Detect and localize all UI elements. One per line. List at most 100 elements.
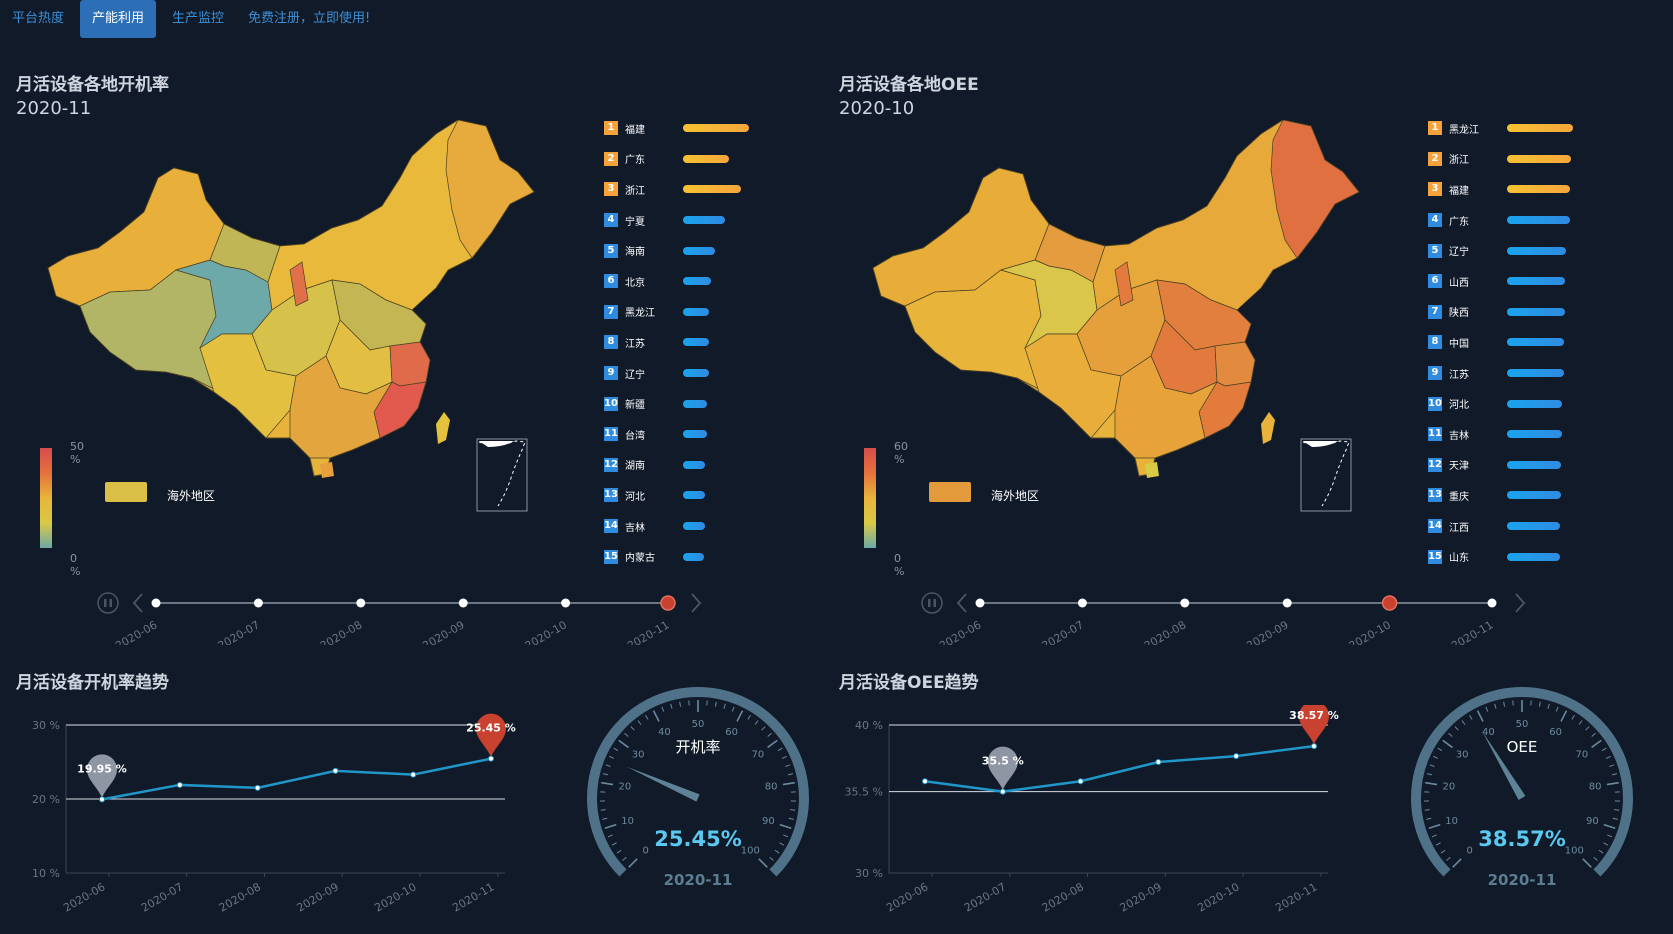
data-point[interactable] — [922, 778, 928, 785]
timeline-point[interactable] — [356, 598, 366, 608]
data-point[interactable] — [1155, 759, 1162, 765]
hainan-region[interactable] — [320, 462, 334, 478]
tab-production-monitor[interactable]: 生产监控 — [172, 11, 225, 26]
ranking-bar — [1507, 216, 1570, 225]
data-point[interactable] — [176, 781, 183, 788]
tab-register-link[interactable]: 免费注册，立即使用! — [248, 11, 371, 26]
province-region[interactable] — [1270, 120, 1360, 259]
top-tabs: 平台热度 产能利用 生产监控 免费注册，立即使用! — [0, 0, 382, 38]
timeline-next-icon[interactable] — [691, 593, 702, 613]
ranking-number: 5 — [1428, 243, 1442, 258]
right-timeline[interactable]: 2020-06 2020-07 2020-08 2020-09 2020-10 2020-… — [914, 585, 1594, 645]
timeline-point[interactable] — [458, 598, 468, 608]
province-region[interactable] — [1024, 333, 1122, 439]
timeline-point[interactable] — [1282, 598, 1292, 608]
timeline-point[interactable] — [151, 598, 161, 608]
timeline-label: 2020-08 — [1142, 618, 1188, 645]
max-marker-label: 38.57 % — [1289, 709, 1339, 722]
data-point[interactable] — [99, 796, 105, 803]
timeline-point-current[interactable] — [660, 595, 676, 611]
gauge-tick — [1446, 856, 1451, 861]
tab-platform-heat[interactable]: 平台热度 — [12, 11, 65, 26]
ranking-row: 11 台湾 — [604, 419, 804, 450]
timeline-point[interactable] — [1077, 598, 1087, 608]
hainan-region[interactable] — [1145, 462, 1159, 478]
timeline-point[interactable] — [1487, 598, 1497, 608]
ranking-region-name: 台湾 — [625, 430, 645, 442]
province-region[interactable] — [199, 333, 297, 439]
data-point[interactable] — [254, 784, 261, 791]
timeline-point[interactable] — [1180, 598, 1190, 608]
province-region[interactable] — [1114, 261, 1134, 307]
timeline-label: 2020-11 — [625, 618, 671, 645]
gauge-tick — [769, 856, 774, 861]
timeline-point-current[interactable] — [1381, 595, 1398, 611]
gauge-tick — [652, 710, 660, 722]
ranking-row: 15 山东 — [1428, 541, 1628, 572]
timeline-point[interactable] — [253, 598, 263, 608]
ranking-row: 6 山西 — [1428, 266, 1628, 297]
timeline-prev-icon[interactable] — [132, 593, 143, 613]
timeline-pause-button[interactable] — [921, 592, 943, 614]
left-visual-map-gradient[interactable] — [40, 448, 52, 548]
right-visual-map-gradient[interactable] — [864, 448, 876, 548]
gauge-tick — [1538, 701, 1541, 707]
tab-capacity-utilization[interactable]: 产能利用 — [80, 0, 157, 38]
ranking-bar — [683, 154, 730, 163]
ranking-row: 10 河北 — [1428, 388, 1628, 419]
province-region[interactable] — [445, 120, 535, 259]
province-region[interactable] — [289, 261, 309, 307]
south-china-sea-inset-right — [1300, 438, 1352, 512]
gauge-tick — [628, 858, 638, 868]
gauge-tick — [616, 849, 622, 854]
ranking-region-name: 重庆 — [1449, 491, 1469, 503]
taiwan-region[interactable] — [436, 412, 450, 444]
province-region[interactable] — [389, 341, 431, 387]
data-point[interactable] — [1311, 743, 1317, 750]
left-map-period: 2020-11 — [16, 98, 92, 119]
gauge-tick-label: 30 — [1456, 750, 1469, 761]
x-tick-label: 2020-10 — [372, 880, 418, 914]
ranking-row: 11 吉林 — [1428, 419, 1628, 450]
province-region[interactable] — [209, 223, 281, 283]
ranking-region-name: 中国 — [1449, 338, 1469, 350]
gauge-tick — [1601, 747, 1607, 752]
china-map-uptime[interactable] — [40, 120, 560, 520]
oee-trend-chart[interactable]: 30 % 35.5 % 40 % 2020-06 2020-07 2020-08 2020-… — [833, 705, 1353, 930]
gauge-tick — [1612, 817, 1618, 820]
timeline-prev-icon[interactable] — [956, 593, 967, 613]
ranking-region-name: 新疆 — [625, 400, 645, 412]
timeline-next-icon[interactable] — [1515, 593, 1526, 613]
timeline-point[interactable] — [561, 598, 571, 608]
timeline-label: 2020-11 — [1449, 618, 1495, 645]
province-region[interactable] — [1114, 355, 1218, 459]
ranking-bar — [683, 246, 715, 255]
x-tick-label: 2020-08 — [1040, 880, 1086, 914]
y-tick-label: 30 % — [855, 867, 883, 880]
province-region[interactable] — [1214, 341, 1256, 387]
y-tick-label: 40 % — [855, 719, 883, 732]
min-marker-label: 35.5 % — [982, 755, 1024, 768]
timeline-label: 2020-10 — [523, 618, 569, 645]
data-point[interactable] — [410, 771, 417, 778]
data-point[interactable] — [332, 767, 339, 774]
x-tick-label: 2020-09 — [295, 880, 341, 914]
gauge-tick — [783, 834, 789, 838]
uptime-trend-chart[interactable]: 10 % 20 % 30 % 2020-06 2020-07 2020-08 2020-09… — [10, 705, 530, 930]
gauge-tick — [767, 732, 772, 737]
ranking-row: 5 辽宁 — [1428, 235, 1628, 266]
ranking-row: 13 河北 — [604, 480, 804, 511]
data-point[interactable] — [1233, 753, 1240, 760]
china-map-oee[interactable] — [865, 120, 1385, 520]
ranking-number: 6 — [1428, 274, 1442, 289]
data-point[interactable] — [999, 788, 1006, 795]
province-region[interactable] — [289, 355, 393, 459]
taiwan-region[interactable] — [1261, 412, 1275, 444]
timeline-pause-button[interactable] — [97, 592, 119, 614]
province-region[interactable] — [1034, 223, 1106, 283]
data-point[interactable] — [1077, 778, 1084, 785]
left-timeline[interactable]: 2020-06 2020-07 2020-08 2020-09 2020-10 2020-… — [90, 585, 770, 645]
timeline-point[interactable] — [975, 598, 985, 608]
ranking-bar — [683, 399, 707, 408]
data-point[interactable] — [488, 755, 494, 762]
